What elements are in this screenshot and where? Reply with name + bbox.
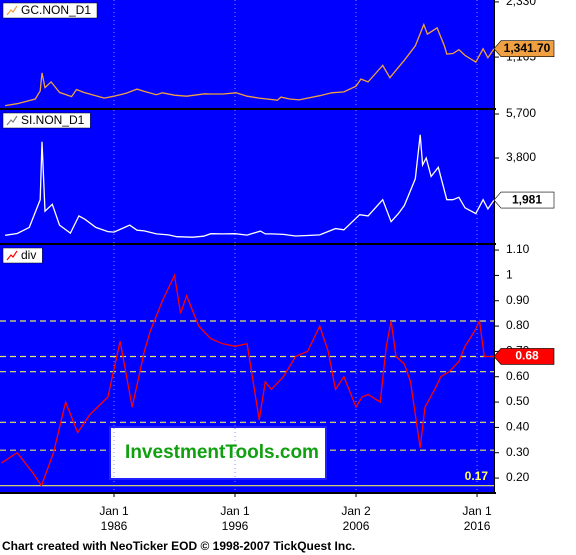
logo-text: InvestmentTools.com xyxy=(125,442,319,463)
x-tick-label: Jan 1 1986 xyxy=(99,504,129,533)
plot-area xyxy=(5,110,494,243)
legend: SI.NON_D1 xyxy=(2,112,91,129)
y-tick-label: 0.80 xyxy=(506,318,530,332)
x-tick-label: Jan 1 1996 xyxy=(220,504,250,533)
legend-icon xyxy=(6,5,18,16)
logo-box xyxy=(109,426,327,480)
last-value-label: 1,981 xyxy=(512,192,542,206)
legend-box xyxy=(2,112,91,129)
legend-icon xyxy=(6,115,18,126)
legend-icon xyxy=(6,250,18,261)
data-line xyxy=(5,134,494,238)
plot-area xyxy=(4,0,494,108)
legend-label: SI.NON_D1 xyxy=(21,113,85,127)
data-line xyxy=(4,22,494,107)
y-tick-label: 0.60 xyxy=(506,369,530,383)
axis-background xyxy=(495,110,576,243)
y-tick-label: 1.10 xyxy=(506,242,530,256)
footer: Chart created with NeoTicker EOD © 1998-… xyxy=(2,539,355,553)
legend: div xyxy=(2,247,43,264)
x-tick-label: Jan 2 2006 xyxy=(341,504,371,533)
legend-box xyxy=(2,247,43,264)
last-value-tag xyxy=(493,348,555,365)
floor-label: 0.17 xyxy=(465,469,489,483)
y-tick-label: 0.90 xyxy=(506,293,530,307)
y-tick-label: 2,330 xyxy=(506,0,536,8)
last-value-label: 1,341.70 xyxy=(504,41,551,55)
legend-box xyxy=(2,2,98,19)
last-value-tag xyxy=(493,191,555,209)
y-tick-label: 0.40 xyxy=(506,420,530,434)
legend: GC.NON_D1 xyxy=(2,2,98,19)
plot-area: 0.17 InvestmentTools.com xyxy=(0,245,494,492)
last-value-label: 0.68 xyxy=(515,349,539,363)
axis-background xyxy=(495,245,576,492)
y-tick-label: 3,800 xyxy=(506,150,536,164)
y-tick-label: 1 xyxy=(506,268,513,282)
legend-label: GC.NON_D1 xyxy=(21,3,91,17)
y-tick-label: 0.50 xyxy=(506,394,530,408)
last-value-tag xyxy=(493,40,555,58)
legend-label: div xyxy=(21,248,36,262)
y-tick-label: 5,700 xyxy=(506,106,536,120)
data-line xyxy=(1,273,494,488)
x-tick-label: Jan 1 2016 xyxy=(462,504,492,533)
panel-background xyxy=(0,110,494,243)
y-tick-label: 0.20 xyxy=(506,470,530,484)
y-tick-label: 0.30 xyxy=(506,445,530,459)
